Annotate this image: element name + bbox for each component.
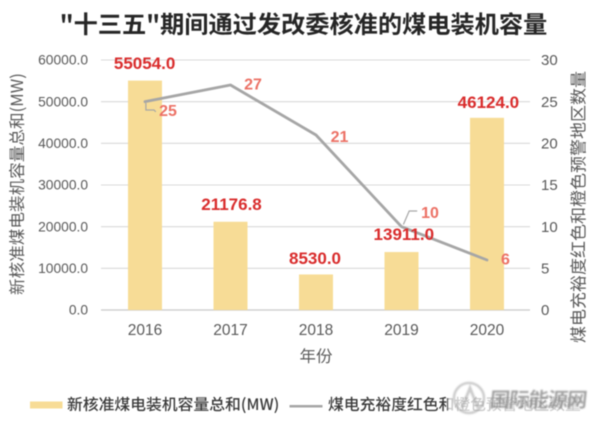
svg-text:40000.0: 40000.0	[38, 136, 88, 151]
svg-text:5: 5	[541, 261, 549, 278]
svg-text:20000.0: 20000.0	[38, 219, 88, 234]
svg-text:20: 20	[541, 136, 558, 153]
svg-text:27: 27	[244, 77, 262, 94]
svg-text:30: 30	[541, 52, 558, 69]
svg-text:0.0: 0.0	[69, 303, 89, 318]
svg-text:2018: 2018	[299, 322, 333, 339]
svg-text:2016: 2016	[128, 322, 162, 339]
svg-text:10: 10	[421, 205, 439, 222]
svg-text:30000.0: 30000.0	[38, 178, 88, 193]
svg-text:21176.8: 21176.8	[201, 195, 262, 214]
svg-text:25: 25	[159, 103, 177, 120]
svg-text:50000.0: 50000.0	[38, 94, 88, 109]
svg-text:21: 21	[331, 129, 349, 146]
svg-text:6: 6	[501, 252, 510, 269]
svg-text:8530.0: 8530.0	[289, 249, 341, 268]
svg-text:2017: 2017	[213, 322, 247, 339]
svg-text:13911.0: 13911.0	[374, 225, 435, 244]
svg-text:2019: 2019	[384, 322, 418, 339]
svg-text:10000.0: 10000.0	[38, 261, 88, 276]
svg-text:46124.0: 46124.0	[458, 93, 519, 112]
svg-text:10: 10	[541, 219, 558, 236]
svg-text:60000.0: 60000.0	[38, 53, 88, 68]
svg-text:0: 0	[541, 302, 549, 319]
svg-text:55054.0: 55054.0	[114, 54, 175, 73]
svg-text:2020: 2020	[470, 322, 505, 339]
svg-text:25: 25	[541, 94, 558, 111]
svg-text:15: 15	[541, 177, 558, 194]
